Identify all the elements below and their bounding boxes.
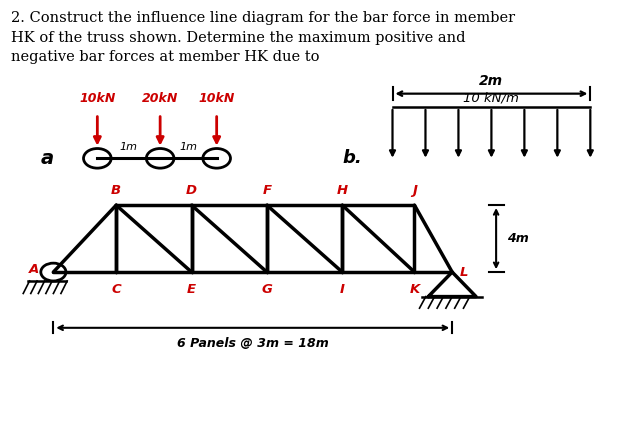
Text: 1m: 1m xyxy=(120,142,138,152)
Text: b.: b. xyxy=(342,149,362,167)
Text: E: E xyxy=(187,283,196,296)
Text: G: G xyxy=(261,283,273,296)
Text: H: H xyxy=(337,184,348,197)
Text: 10 kN/m: 10 kN/m xyxy=(463,92,519,105)
Text: B: B xyxy=(111,184,121,197)
Text: 2m: 2m xyxy=(479,74,504,88)
Text: J: J xyxy=(412,184,417,197)
Text: 2. Construct the influence line diagram for the bar force in member
HK of the tr: 2. Construct the influence line diagram … xyxy=(11,11,516,64)
Text: D: D xyxy=(186,184,197,197)
Text: 20kN: 20kN xyxy=(142,92,178,105)
Text: A: A xyxy=(30,263,40,277)
Text: I: I xyxy=(340,283,345,296)
Text: 1m: 1m xyxy=(180,142,197,152)
Text: L: L xyxy=(460,265,468,279)
Text: a: a xyxy=(41,149,54,168)
Text: 4m: 4m xyxy=(507,232,529,245)
Text: F: F xyxy=(263,184,271,197)
Text: 10kN: 10kN xyxy=(198,92,235,105)
Text: C: C xyxy=(111,283,121,296)
Text: K: K xyxy=(409,283,420,296)
Text: 10kN: 10kN xyxy=(79,92,116,105)
Text: 6 Panels @ 3m = 18m: 6 Panels @ 3m = 18m xyxy=(177,337,328,350)
